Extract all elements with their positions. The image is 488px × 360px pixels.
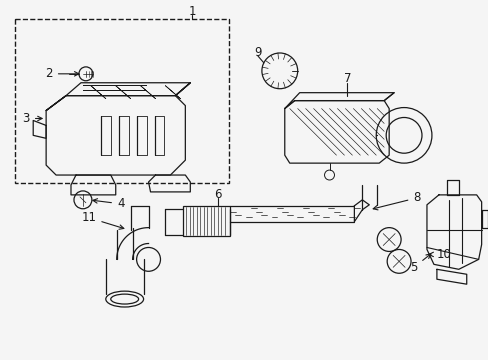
Text: 1: 1 — [188, 5, 196, 18]
Text: 9: 9 — [254, 46, 261, 59]
Text: 3: 3 — [22, 112, 42, 125]
Text: 4: 4 — [93, 197, 124, 210]
Text: 8: 8 — [372, 192, 420, 210]
Text: 10: 10 — [428, 248, 450, 261]
Text: 5: 5 — [409, 254, 430, 274]
Bar — [15, 19, 228, 183]
Text: 11: 11 — [81, 211, 123, 229]
Bar — [183, 206, 230, 235]
Text: 6: 6 — [214, 188, 222, 201]
Text: 2: 2 — [45, 67, 79, 80]
Text: 7: 7 — [343, 72, 350, 85]
